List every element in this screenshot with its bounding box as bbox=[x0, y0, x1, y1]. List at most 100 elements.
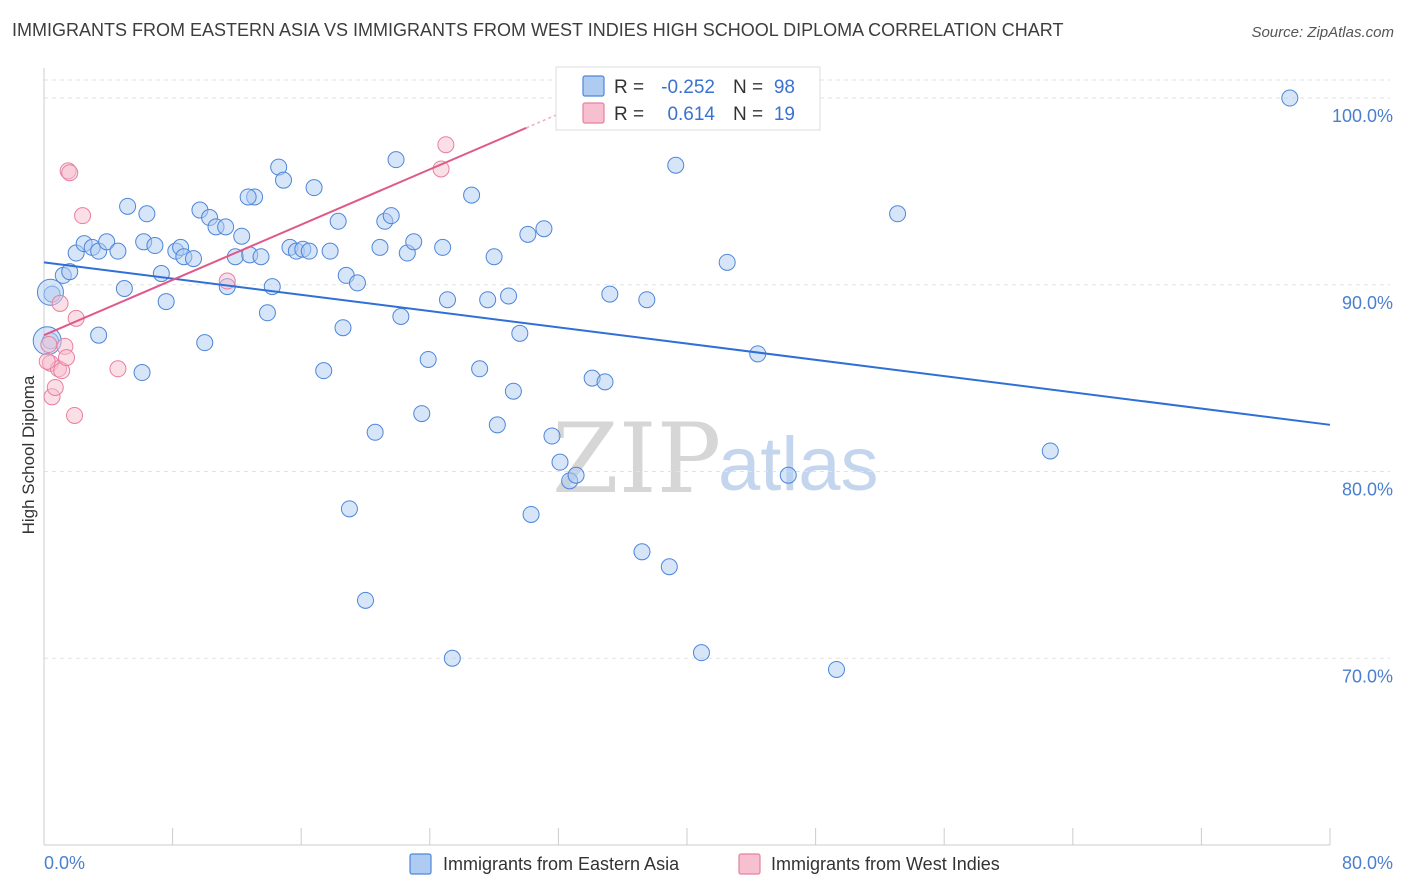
point-eastern-asia-97 bbox=[90, 326, 108, 344]
y-tick-label-90: 90.0% bbox=[1342, 293, 1393, 313]
point-eastern-asia-10 bbox=[119, 197, 137, 215]
point-west-indies-11 bbox=[74, 207, 92, 225]
point-eastern-asia-88 bbox=[419, 350, 437, 368]
point-eastern-asia-87 bbox=[413, 405, 431, 423]
point-eastern-asia-86 bbox=[392, 308, 410, 326]
point-eastern-asia-70 bbox=[692, 644, 710, 662]
point-eastern-asia-76 bbox=[889, 205, 907, 223]
point-west-indies-10 bbox=[66, 406, 84, 424]
watermark-atlas: atlas bbox=[718, 422, 879, 507]
point-eastern-asia-79 bbox=[196, 334, 214, 352]
axes bbox=[43, 68, 1331, 846]
point-eastern-asia-83 bbox=[315, 362, 333, 380]
point-eastern-asia-45 bbox=[382, 207, 400, 225]
point-eastern-asia-92 bbox=[504, 382, 522, 400]
gridlines bbox=[44, 79, 1390, 659]
point-eastern-asia-12 bbox=[138, 205, 156, 223]
legend-swatch-west-indies bbox=[738, 853, 761, 875]
point-eastern-asia-60 bbox=[567, 466, 585, 484]
point-eastern-asia-40 bbox=[329, 212, 347, 230]
legend-label-eastern-asia: Immigrants from Eastern Asia bbox=[443, 854, 680, 874]
point-eastern-asia-75 bbox=[827, 660, 845, 678]
point-eastern-asia-65 bbox=[638, 291, 656, 309]
point-eastern-asia-50 bbox=[438, 291, 456, 309]
point-eastern-asia-54 bbox=[500, 287, 518, 305]
legend: Immigrants from Eastern Asia Immigrants … bbox=[409, 853, 1000, 875]
point-eastern-asia-52 bbox=[479, 291, 497, 309]
point-eastern-asia-46 bbox=[387, 151, 405, 169]
point-eastern-asia-42 bbox=[348, 274, 366, 292]
stats-swatch-blue bbox=[582, 75, 605, 97]
stats-n-value-1: 98 bbox=[774, 77, 795, 98]
point-eastern-asia-95 bbox=[340, 500, 358, 518]
y-tick-label-100: 100.0% bbox=[1332, 106, 1393, 126]
point-eastern-asia-77 bbox=[1041, 442, 1059, 460]
point-west-indies-17 bbox=[58, 349, 76, 367]
y-tick-label-70: 70.0% bbox=[1342, 666, 1393, 686]
point-eastern-asia-85 bbox=[366, 423, 384, 441]
point-eastern-asia-49 bbox=[434, 238, 452, 256]
trendline-west-indies bbox=[43, 126, 527, 337]
point-eastern-asia-20 bbox=[184, 250, 202, 268]
y-tick-label-80: 80.0% bbox=[1342, 480, 1393, 500]
point-eastern-asia-37 bbox=[300, 242, 318, 260]
stats-n-label-1: N = bbox=[733, 77, 763, 98]
point-eastern-asia-81 bbox=[239, 188, 257, 206]
y-axis-title: High School Diploma bbox=[19, 375, 38, 534]
point-eastern-asia-67 bbox=[660, 558, 678, 576]
point-eastern-asia-27 bbox=[233, 227, 251, 245]
point-eastern-asia-24 bbox=[217, 218, 235, 236]
point-eastern-asia-78 bbox=[1281, 89, 1299, 107]
y-tick-labels: 70.0% 80.0% 90.0% 100.0% bbox=[1332, 106, 1393, 686]
point-eastern-asia-96 bbox=[357, 591, 374, 609]
point-eastern-asia-82 bbox=[258, 304, 276, 322]
point-eastern-asia-63 bbox=[601, 285, 619, 303]
stats-r-label-2: R = bbox=[614, 104, 644, 125]
stats-r-value-1: -0.252 bbox=[661, 77, 715, 98]
point-eastern-asia-53 bbox=[485, 248, 503, 266]
point-eastern-asia-80 bbox=[133, 364, 151, 382]
series-eastern-asia-points bbox=[32, 89, 1299, 678]
point-eastern-asia-91 bbox=[488, 416, 506, 434]
point-eastern-asia-84 bbox=[334, 319, 352, 337]
series-west-indies-points bbox=[38, 136, 455, 424]
point-west-indies-3 bbox=[46, 378, 64, 396]
point-eastern-asia-38 bbox=[305, 179, 323, 197]
point-eastern-asia-15 bbox=[152, 265, 170, 283]
point-eastern-asia-64 bbox=[633, 543, 651, 561]
point-eastern-asia-48 bbox=[405, 233, 423, 251]
point-eastern-asia-29 bbox=[252, 248, 270, 266]
stats-n-value-2: 19 bbox=[774, 104, 795, 125]
point-eastern-asia-74 bbox=[779, 466, 797, 484]
point-eastern-asia-8 bbox=[98, 233, 116, 251]
legend-label-west-indies: Immigrants from West Indies bbox=[771, 854, 1000, 874]
trendline-eastern-asia bbox=[43, 261, 1331, 426]
point-west-indies-12 bbox=[109, 360, 127, 378]
point-eastern-asia-16 bbox=[157, 293, 175, 311]
point-eastern-asia-68 bbox=[667, 156, 685, 174]
point-west-indies-8 bbox=[61, 164, 79, 182]
stats-r-value-2: 0.614 bbox=[667, 104, 715, 125]
point-eastern-asia-89 bbox=[443, 649, 461, 667]
point-eastern-asia-93 bbox=[522, 505, 540, 523]
point-west-indies-15 bbox=[437, 136, 455, 154]
watermark-zip: ZIP bbox=[552, 403, 721, 515]
point-west-indies-14 bbox=[432, 160, 450, 178]
source-credit: Source: ZipAtlas.com bbox=[1251, 24, 1394, 41]
point-west-indies-0 bbox=[40, 336, 58, 354]
point-eastern-asia-90 bbox=[471, 360, 489, 378]
point-eastern-asia-58 bbox=[551, 453, 569, 471]
stats-n-label-2: N = bbox=[733, 104, 763, 125]
point-eastern-asia-55 bbox=[511, 324, 529, 342]
trendlines bbox=[43, 109, 1331, 426]
point-eastern-asia-51 bbox=[463, 186, 481, 204]
point-eastern-asia-33 bbox=[275, 171, 293, 189]
point-eastern-asia-62 bbox=[596, 373, 614, 391]
stats-box: R = -0.252 N = 98 R = 0.614 N = 19 bbox=[555, 66, 821, 131]
chart-title: IMMIGRANTS FROM EASTERN ASIA VS IMMIGRAN… bbox=[12, 20, 1064, 40]
point-west-indies-18 bbox=[38, 352, 56, 370]
point-eastern-asia-94 bbox=[543, 427, 561, 445]
point-west-indies-16 bbox=[51, 294, 69, 312]
point-eastern-asia-14 bbox=[146, 237, 164, 255]
